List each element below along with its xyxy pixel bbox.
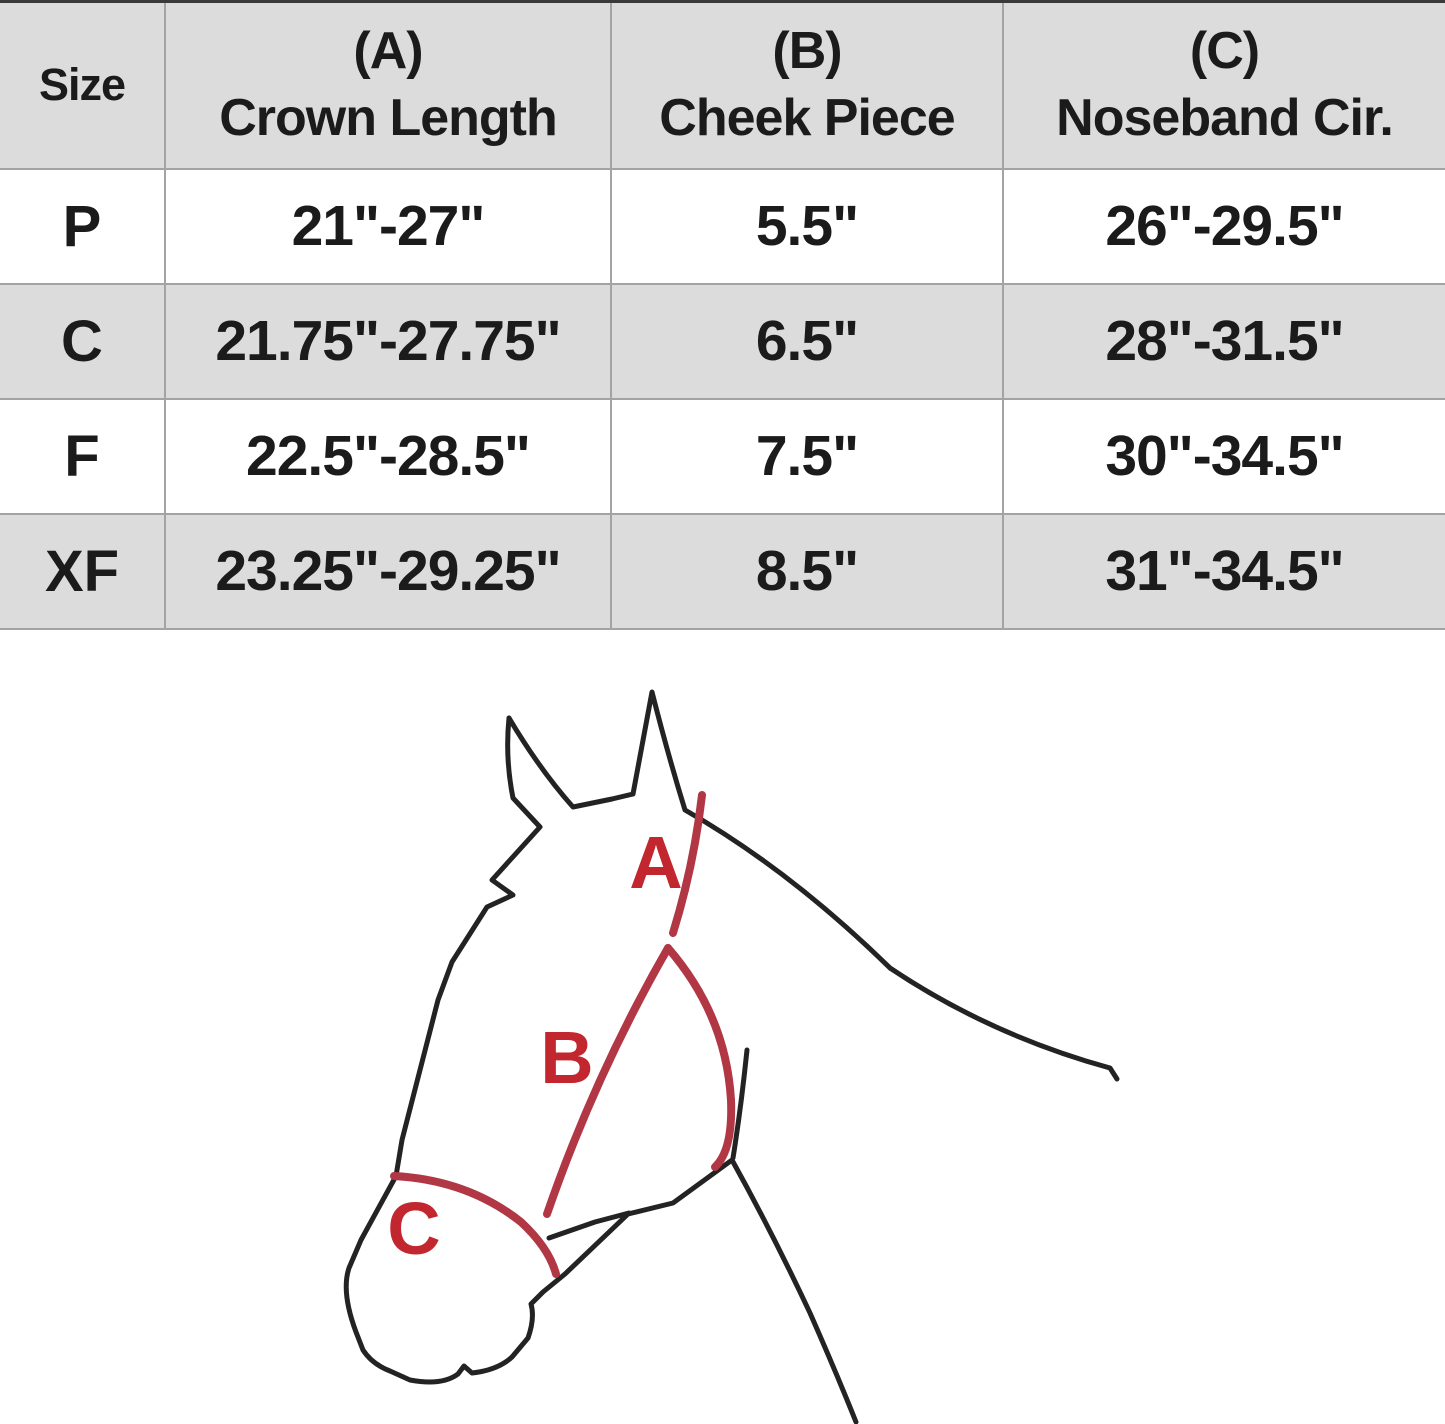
cell-crown-xf: 23.25"-29.25" bbox=[164, 512, 611, 630]
cell-noseband-c: 28"-31.5" bbox=[1002, 282, 1445, 399]
header-row: Size (A) Crown Length (B) Cheek Piece (C… bbox=[0, 1, 1445, 169]
noseband-strap-line bbox=[390, 1171, 560, 1278]
horse-mouth-line bbox=[546, 1210, 632, 1240]
column-header-noseband-cir: (C) Noseband Cir. bbox=[1002, 1, 1445, 169]
halter-size-chart-table: Size (A) Crown Length (B) Cheek Piece (C… bbox=[0, 0, 1445, 630]
table-row-size-c: C 21.75"-27.75" 6.5" 28"-31.5" bbox=[0, 282, 1445, 399]
cell-cheek-p: 5.5" bbox=[610, 167, 1003, 284]
table-row-size-p: P 21"-27" 5.5" 26"-29.5" bbox=[0, 167, 1445, 284]
column-tag-b: (B) bbox=[772, 21, 842, 80]
crown-label-a: A bbox=[629, 821, 682, 904]
horse-ears-neck-outline bbox=[506, 689, 1120, 1081]
cell-size-p: P bbox=[0, 167, 165, 284]
horse-face-muzzle-outline bbox=[343, 715, 859, 1424]
cell-crown-p: 21"-27" bbox=[164, 167, 611, 284]
cell-cheek-f: 7.5" bbox=[610, 397, 1003, 514]
cell-crown-c: 21.75"-27.75" bbox=[164, 282, 611, 399]
column-name-crown-length: Crown Length bbox=[219, 89, 558, 148]
column-name-cheek-piece: Cheek Piece bbox=[659, 89, 955, 148]
cell-size-xf: XF bbox=[0, 512, 165, 630]
cell-noseband-xf: 31"-34.5" bbox=[1002, 512, 1445, 630]
column-header-crown-length: (A) Crown Length bbox=[164, 1, 611, 169]
column-name-noseband-cir: Noseband Cir. bbox=[1056, 89, 1394, 148]
cell-cheek-c: 6.5" bbox=[610, 282, 1003, 399]
column-tag-a: (A) bbox=[353, 21, 423, 80]
column-header-cheek-piece: (B) Cheek Piece bbox=[610, 1, 1003, 169]
cell-noseband-p: 26"-29.5" bbox=[1002, 167, 1445, 284]
cell-noseband-f: 30"-34.5" bbox=[1002, 397, 1445, 514]
table-row-size-f: F 22.5"-28.5" 7.5" 30"-34.5" bbox=[0, 397, 1445, 514]
column-tag-c: (C) bbox=[1189, 21, 1260, 80]
horse-jowl-line bbox=[730, 1047, 750, 1160]
cell-cheek-xf: 8.5" bbox=[610, 512, 1003, 630]
column-header-size: Size bbox=[0, 1, 165, 169]
cell-size-c: C bbox=[0, 282, 165, 399]
cheek-strap-line bbox=[543, 943, 672, 1218]
noseband-label-c: C bbox=[387, 1187, 440, 1270]
horse-head-svg: A B C bbox=[343, 689, 1120, 1424]
cell-size-f: F bbox=[0, 397, 165, 514]
table-row-size-xf: XF 23.25"-29.25" 8.5" 31"-34.5" bbox=[0, 512, 1445, 630]
jaw-strap-arc bbox=[664, 943, 736, 1171]
horse-head-diagram: A B C bbox=[0, 630, 1445, 1424]
cheek-label-b: B bbox=[540, 1016, 593, 1099]
cell-crown-f: 22.5"-28.5" bbox=[164, 397, 611, 514]
crown-strap-line bbox=[669, 790, 706, 937]
